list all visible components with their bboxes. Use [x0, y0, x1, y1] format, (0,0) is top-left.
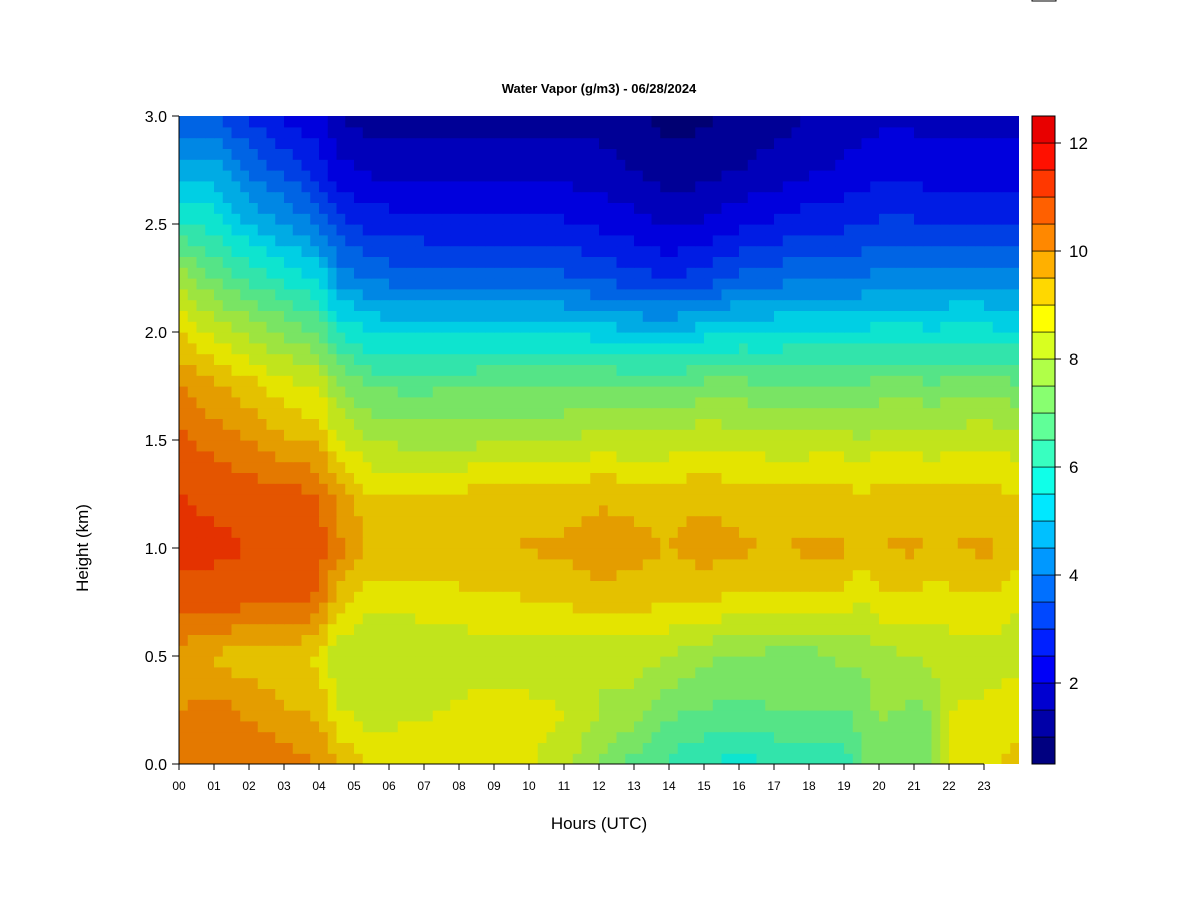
chart-title: Water Vapor (g/m3) - 06/28/2024	[502, 81, 697, 96]
